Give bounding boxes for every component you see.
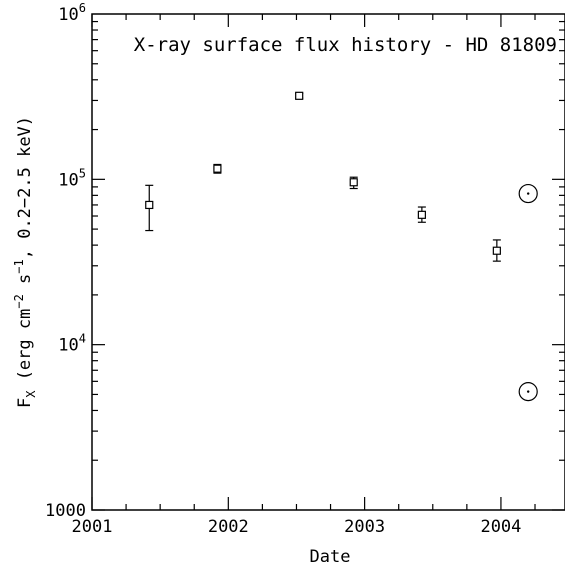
y-axis-label: FX (erg cm−2 s−1, 0.2−2.5 keV)	[12, 116, 38, 408]
x-tick-label: 2002	[208, 517, 249, 537]
solar-point-circle	[518, 382, 538, 402]
data-point-square	[213, 164, 222, 173]
y-label-mid: s	[15, 274, 35, 294]
data-point-square	[145, 200, 154, 210]
solar-point-circle	[518, 183, 538, 204]
y-label-rest: (erg cm	[15, 309, 35, 391]
axis-tick-labels: 2001 2002 2003 2004 1000 104 105 106	[45, 1, 521, 537]
y-label-sub: X	[24, 390, 38, 398]
axis-ticks	[91, 14, 565, 511]
y-tick-label: 105	[58, 166, 86, 190]
y-tick-label: 106	[58, 1, 86, 25]
data-point-square	[417, 210, 426, 219]
x-tick-label: 2003	[344, 517, 385, 537]
x-axis-label: Date	[310, 547, 351, 567]
y-label-f: F	[15, 398, 35, 408]
x-tick-label: 2004	[480, 517, 521, 537]
x-tick-label: 2001	[72, 517, 113, 537]
data-point-square	[492, 246, 501, 255]
solar-point-dot	[526, 192, 530, 195]
plot-frame	[91, 13, 565, 511]
data-point-square	[295, 91, 304, 100]
y-label-sup1: −2	[12, 294, 26, 308]
y-tick-label: 104	[58, 332, 86, 356]
solar-point-dot	[526, 390, 530, 393]
y-label-sup2: −1	[12, 259, 26, 273]
data-marks	[145, 91, 538, 402]
y-tick-label: 1000	[45, 501, 86, 521]
data-point-square	[349, 178, 358, 187]
chart-title: X-ray surface flux history - HD 81809	[134, 34, 557, 56]
y-label-end: , 0.2−2.5 keV)	[15, 116, 35, 259]
